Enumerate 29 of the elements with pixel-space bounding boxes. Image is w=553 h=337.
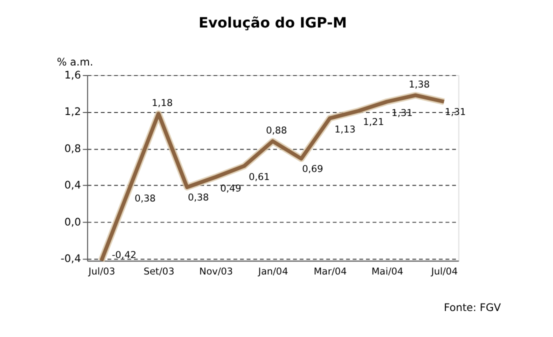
data-label: 1,21 (362, 117, 384, 128)
data-label: 0,61 (248, 172, 270, 184)
x-tick-label: Jul/04 (430, 266, 458, 278)
y-tick-label: 0,4 (64, 180, 82, 192)
y-axis-title: % a.m. (56, 56, 94, 69)
data-label: 1,31 (444, 106, 466, 118)
data-label: 0,69 (302, 164, 324, 175)
data-label: 1,18 (152, 98, 173, 110)
x-tick-label: Mai/04 (372, 266, 404, 278)
y-tick-label: 0,0 (64, 216, 81, 228)
x-tick-label: Nov/03 (199, 266, 233, 278)
x-tick-label: Mar/04 (314, 266, 347, 278)
data-label: 1,38 (408, 80, 430, 91)
y-tick-label: 1,6 (64, 69, 81, 82)
data-label: 0,49 (220, 183, 242, 194)
data-label: 0,38 (188, 192, 209, 204)
data-label: -0,42 (112, 250, 136, 261)
y-tick-label: 1,2 (64, 106, 81, 118)
x-tick-label: Set/03 (144, 266, 174, 278)
x-tick-label: Jul/03 (88, 266, 116, 278)
data-label: 1,13 (334, 124, 356, 136)
chart-title: Evolução do IGP-M (198, 16, 347, 32)
y-tick-label: 0,8 (64, 142, 81, 155)
data-label: 1,31 (392, 108, 413, 119)
source-note: Fonte: FGV (444, 302, 502, 314)
x-tick-label: Jan/04 (257, 266, 288, 278)
data-label: 0,38 (134, 193, 156, 204)
data-label: 0,88 (266, 126, 288, 137)
y-tick-label: -0,4 (60, 253, 82, 266)
